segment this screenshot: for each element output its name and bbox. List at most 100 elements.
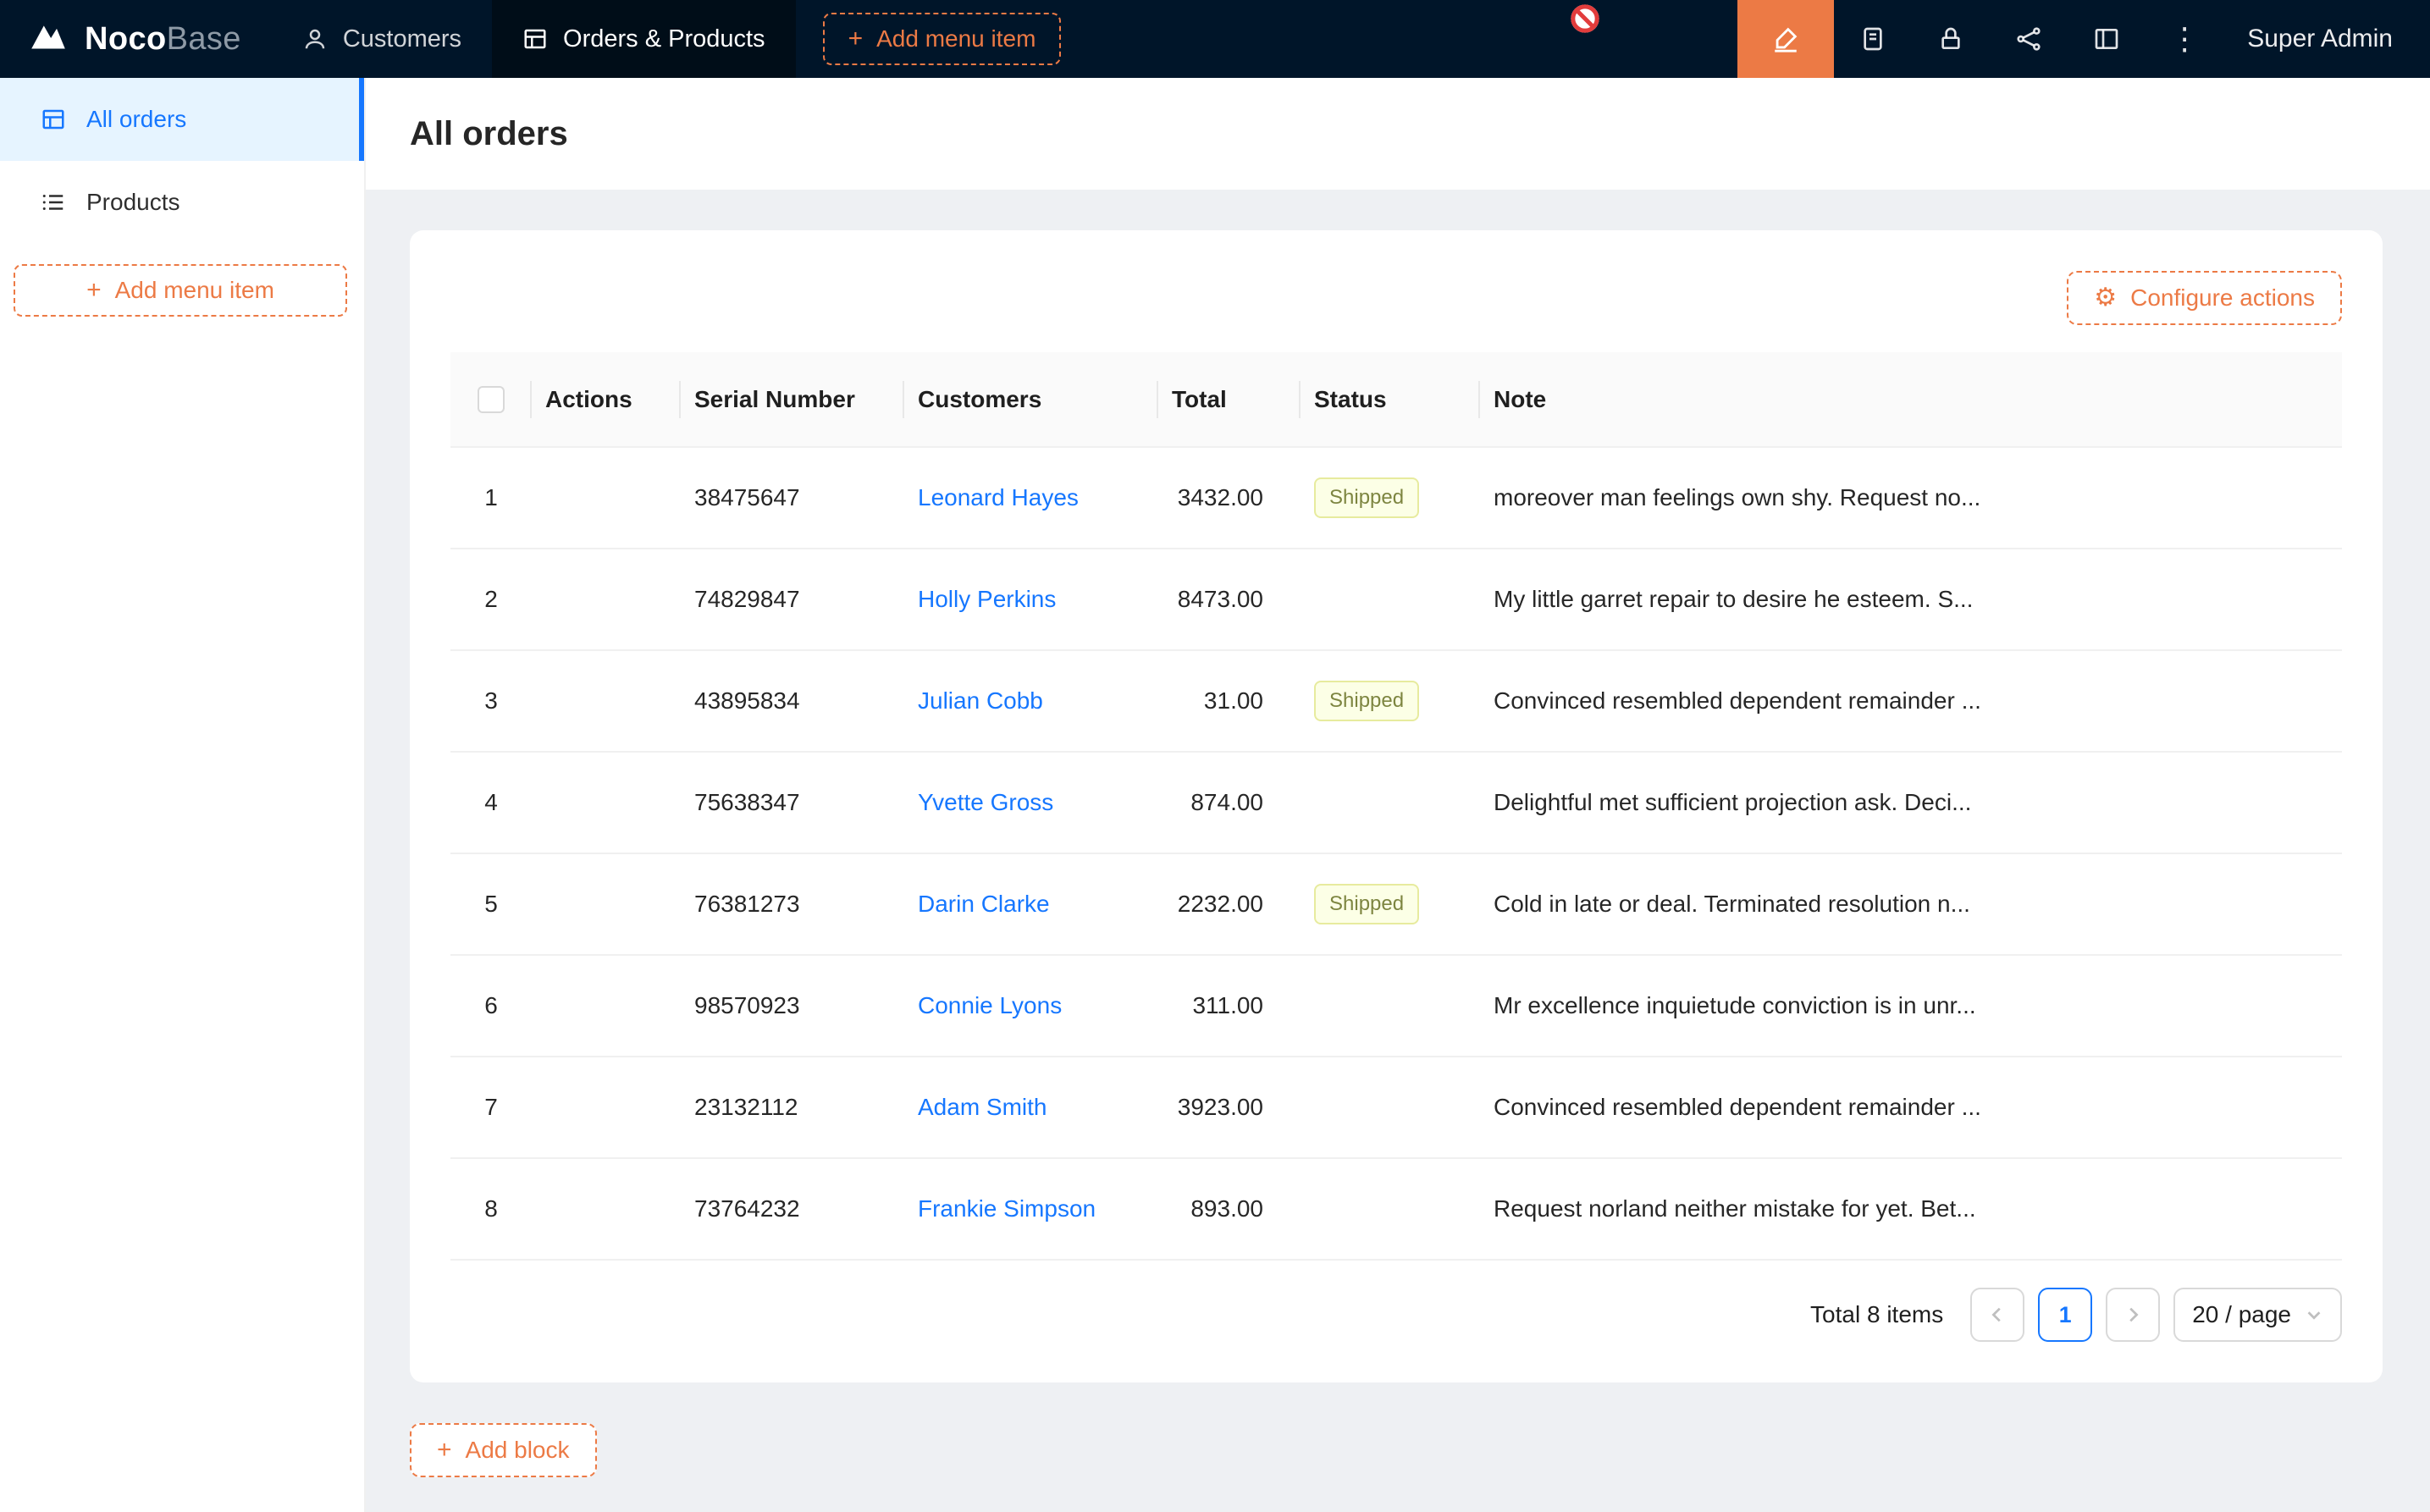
pagination-next-button[interactable] <box>2106 1288 2160 1342</box>
ui-editor-button[interactable] <box>1737 0 1834 78</box>
more-menu-button[interactable]: ⋮ <box>2146 0 2223 78</box>
column-header-status: Status <box>1301 352 1480 447</box>
navbar-add-menu-item-button[interactable]: + Add menu item <box>823 13 1062 65</box>
page-size-select[interactable]: 20 / page <box>2173 1288 2342 1342</box>
note-cell: moreover man feelings own shy. Request n… <box>1480 447 2342 549</box>
row-actions-cell <box>532 650 681 752</box>
customer-link[interactable]: Holly Perkins <box>918 586 1056 612</box>
pagination-prev-button[interactable] <box>1970 1288 2024 1342</box>
column-header-serial: Serial Number <box>681 352 904 447</box>
not-allowed-cursor-icon <box>1568 2 1602 36</box>
api-button[interactable] <box>1990 0 2068 78</box>
total-cell: 3923.00 <box>1158 1057 1301 1158</box>
nocobase-logo[interactable]: NocoBase <box>0 0 272 78</box>
table-row[interactable]: 4 75638347 Yvette Gross 874.00 Delightfu… <box>450 752 2342 853</box>
layout-template-button[interactable] <box>2068 0 2146 78</box>
table-row[interactable]: 7 23132112 Adam Smith 3923.00 Convinced … <box>450 1057 2342 1158</box>
total-cell: 874.00 <box>1158 752 1301 853</box>
note-cell: Mr excellence inquietude conviction is i… <box>1480 955 2342 1057</box>
customer-link[interactable]: Julian Cobb <box>918 687 1043 714</box>
table-row[interactable]: 5 76381273 Darin Clarke 2232.00 Shipped … <box>450 853 2342 955</box>
orders-table-icon <box>41 107 66 132</box>
table-row[interactable]: 3 43895834 Julian Cobb 31.00 Shipped Con… <box>450 650 2342 752</box>
logo-text: NocoBase <box>85 21 241 58</box>
status-cell: Shipped <box>1301 650 1480 752</box>
sidebar-add-menu-item-button[interactable]: + Add menu item <box>14 264 347 317</box>
pagination-page-1[interactable]: 1 <box>2038 1288 2092 1342</box>
table-row[interactable]: 8 73764232 Frankie Simpson 893.00 Reques… <box>450 1158 2342 1260</box>
customer-cell: Holly Perkins <box>904 549 1158 650</box>
row-index: 1 <box>450 447 532 549</box>
page-content: ⚙ Configure actions ⚙ Configure columns <box>366 190 2430 1512</box>
sidebar-item-all-orders[interactable]: All orders <box>0 78 364 161</box>
total-cell: 311.00 <box>1158 955 1301 1057</box>
customer-cell: Yvette Gross <box>904 752 1158 853</box>
select-all-checkbox[interactable] <box>478 386 505 413</box>
note-cell: My little garret repair to desire he est… <box>1480 549 2342 650</box>
customer-cell: Darin Clarke <box>904 853 1158 955</box>
note-cell: Request norland neither mistake for yet.… <box>1480 1158 2342 1260</box>
status-cell <box>1301 1057 1480 1158</box>
row-actions-cell <box>532 549 681 650</box>
customer-cell: Adam Smith <box>904 1057 1158 1158</box>
row-actions-cell <box>532 752 681 853</box>
card-toolbar: ⚙ Configure actions <box>450 271 2342 325</box>
customer-link[interactable]: Connie Lyons <box>918 992 1062 1018</box>
layout-icon <box>2093 25 2120 52</box>
pagination: Total 8 items 1 <box>450 1288 2342 1342</box>
nav-item-label: Orders & Products <box>563 25 765 53</box>
lock-icon <box>1937 25 1964 52</box>
serial-number-cell: 43895834 <box>681 650 904 752</box>
top-navbar: NocoBase Customers Orders & Products + A… <box>0 0 2430 78</box>
security-button[interactable] <box>1912 0 1990 78</box>
navbar-left: NocoBase Customers Orders & Products + A… <box>0 0 1061 78</box>
column-header-customers: Customers <box>904 352 1158 447</box>
ellipsis-vertical-icon: ⋮ <box>2169 21 2200 57</box>
customers-icon <box>302 26 328 52</box>
status-cell <box>1301 549 1480 650</box>
status-badge: Shipped <box>1314 681 1419 721</box>
total-cell: 31.00 <box>1158 650 1301 752</box>
orders-table-icon <box>522 26 548 52</box>
serial-number-cell: 73764232 <box>681 1158 904 1260</box>
nav-item-label: Customers <box>343 25 461 53</box>
nav-item-customers[interactable]: Customers <box>272 0 492 78</box>
plus-icon: + <box>848 26 864 52</box>
list-icon <box>41 190 66 215</box>
table-row[interactable]: 2 74829847 Holly Perkins 8473.00 My litt… <box>450 549 2342 650</box>
serial-number-cell: 38475647 <box>681 447 904 549</box>
row-actions-cell <box>532 447 681 549</box>
total-cell: 3432.00 <box>1158 447 1301 549</box>
configure-actions-button[interactable]: ⚙ Configure actions <box>2067 271 2342 325</box>
row-actions-cell <box>532 955 681 1057</box>
configure-actions-label: Configure actions <box>2130 284 2315 312</box>
customer-link[interactable]: Darin Clarke <box>918 891 1050 917</box>
highlighter-pen-icon <box>1771 25 1800 53</box>
status-badge: Shipped <box>1314 477 1419 518</box>
sidebar-item-products[interactable]: Products <box>0 161 364 244</box>
customer-link[interactable]: Frankie Simpson <box>918 1195 1096 1222</box>
user-name: Super Admin <box>2247 25 2393 53</box>
add-menu-item-label: Add menu item <box>115 277 274 304</box>
table-row[interactable]: 1 38475647 Leonard Hayes 3432.00 Shipped… <box>450 447 2342 549</box>
add-menu-item-label: Add menu item <box>876 25 1036 52</box>
chevron-right-icon <box>2123 1305 2142 1324</box>
nocobase-logo-icon <box>27 18 69 60</box>
mobile-client-button[interactable] <box>1834 0 1912 78</box>
row-index: 6 <box>450 955 532 1057</box>
customer-link[interactable]: Yvette Gross <box>918 789 1053 815</box>
customer-link[interactable]: Leonard Hayes <box>918 484 1079 510</box>
table-header-row: Actions Serial Number Customers Total St… <box>450 352 2342 447</box>
serial-number-cell: 98570923 <box>681 955 904 1057</box>
app-window: NocoBase Customers Orders & Products + A… <box>0 0 2430 1512</box>
customer-link[interactable]: Adam Smith <box>918 1094 1047 1120</box>
nav-item-orders-products[interactable]: Orders & Products <box>492 0 796 78</box>
note-cell: Delightful met sufficient projection ask… <box>1480 752 2342 853</box>
table-row[interactable]: 6 98570923 Connie Lyons 311.00 Mr excell… <box>450 955 2342 1057</box>
total-cell: 893.00 <box>1158 1158 1301 1260</box>
user-menu[interactable]: Super Admin <box>2223 0 2430 78</box>
status-cell <box>1301 1158 1480 1260</box>
column-header-actions: Actions <box>532 352 681 447</box>
orders-table: Actions Serial Number Customers Total St… <box>450 352 2342 1261</box>
add-block-button[interactable]: + Add block <box>410 1423 597 1477</box>
